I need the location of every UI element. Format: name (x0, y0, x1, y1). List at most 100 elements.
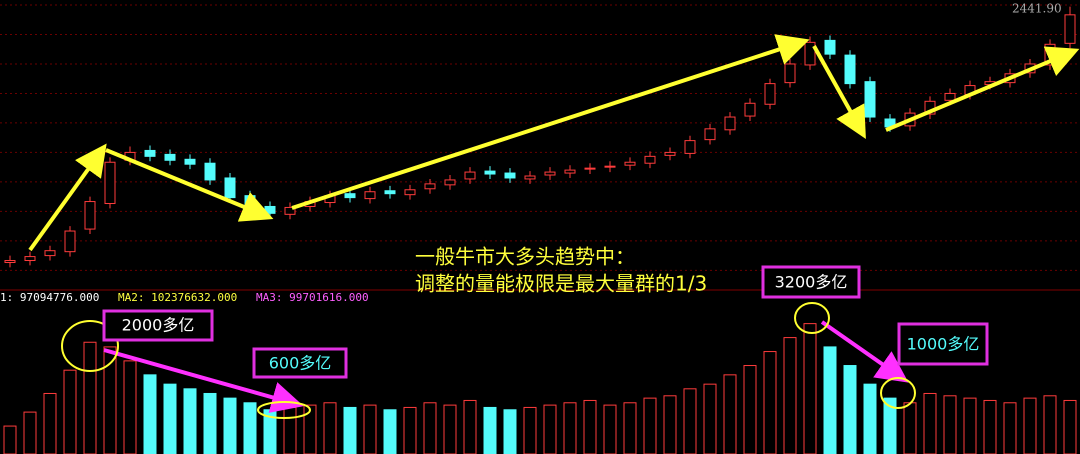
volume-bar (243, 402, 257, 454)
callout: 1000多亿 (907, 335, 980, 354)
volume-bar (803, 323, 817, 454)
max-price: 2441.90 (1012, 2, 1062, 16)
arrows (28, 34, 1080, 419)
candle-body (704, 128, 716, 141)
volume-bar (303, 404, 317, 454)
volume-bar (63, 369, 77, 454)
volume-bar (943, 395, 957, 454)
volume-bar (643, 397, 657, 454)
volume-bar (823, 346, 837, 454)
volume-bar (663, 395, 677, 454)
candle-body (784, 63, 796, 84)
candle-body (764, 83, 776, 105)
candle-body (684, 140, 696, 154)
volume-bar (363, 404, 377, 454)
candle-body (84, 201, 96, 230)
candle-body (724, 116, 736, 131)
callout: 2000多亿 (122, 316, 195, 335)
candle-body (424, 183, 436, 190)
volume-bar (883, 397, 897, 454)
candle-body (4, 260, 16, 263)
volume-bar (783, 337, 797, 454)
volume-bar (1003, 402, 1017, 454)
candle-body (264, 205, 276, 214)
candle-body (864, 81, 876, 118)
candle-body (384, 190, 396, 195)
volume-bar (843, 365, 857, 454)
candle-body (184, 158, 196, 165)
candle-body (224, 177, 236, 199)
callout-box (897, 322, 989, 366)
candle-body (824, 39, 836, 55)
volume-bar (103, 346, 117, 454)
volume-bar (23, 411, 37, 454)
volume-bar (383, 409, 397, 454)
volume-bar (443, 404, 457, 454)
volume-bar (43, 392, 57, 454)
callout: 3200多亿 (775, 273, 848, 292)
candle-body (744, 102, 756, 117)
ma-label: MA3: 99701616.000 (256, 291, 369, 304)
volume-bar (283, 406, 297, 454)
candle-body (444, 179, 456, 186)
volume-bar (683, 388, 697, 454)
candle-body (604, 165, 616, 168)
volume-bar (523, 406, 537, 454)
callout: 600多亿 (269, 354, 332, 373)
candle-body (584, 167, 596, 170)
volume-bar (203, 392, 217, 454)
candle-body (164, 153, 176, 161)
volume-bar (183, 388, 197, 454)
volume-bar (703, 383, 717, 454)
candle-body (624, 161, 636, 166)
candle-body (204, 162, 216, 181)
ma-label: MA2: 102376632.000 (118, 291, 237, 304)
volume-bar (603, 404, 617, 454)
candle-body (244, 195, 256, 208)
volume-bar (563, 402, 577, 454)
volume-bar (543, 404, 557, 454)
price-panel (0, 4, 1080, 271)
volume-bar (223, 397, 237, 454)
volume-bar (1043, 395, 1057, 454)
volume-bar (123, 360, 137, 454)
volume-bar (743, 365, 757, 454)
volume-bar (863, 383, 877, 454)
volume-bar (343, 406, 357, 454)
volume-bar (83, 341, 97, 454)
volume-bar (463, 399, 477, 454)
volume-bar (623, 402, 637, 454)
candle-body (104, 161, 116, 205)
volume-bar (3, 425, 17, 454)
candle-body (484, 170, 496, 175)
candle-body (1064, 14, 1076, 44)
candle-body (364, 191, 376, 200)
volume-bar (423, 402, 437, 454)
volume-bar (323, 402, 337, 454)
volume-bar (143, 374, 157, 454)
ma-label: 1: 97094776.000 (0, 291, 99, 304)
candle-body (524, 175, 536, 180)
candle-body (664, 151, 676, 156)
candle-body (44, 250, 56, 257)
note-line: 调整的量能极限是最大量群的1/3 (415, 272, 707, 296)
callout-box (252, 347, 348, 379)
candle-body (644, 155, 656, 164)
callout-box (102, 309, 214, 342)
candle-body (24, 256, 36, 262)
note-line: 一般牛市大多头趋势中： (415, 245, 635, 269)
volume-bar (1063, 399, 1077, 454)
volume-bar (763, 351, 777, 454)
volume-bar (983, 399, 997, 454)
candle-body (804, 41, 816, 66)
volume-bar (1023, 397, 1037, 454)
volume-bar (403, 406, 417, 454)
volume-bar (163, 383, 177, 454)
candle-body (64, 230, 76, 253)
volume-bar (583, 399, 597, 454)
volume-bar (963, 397, 977, 454)
volume-bar (923, 392, 937, 454)
candle-body (284, 206, 296, 215)
volume-panel (3, 323, 1077, 454)
